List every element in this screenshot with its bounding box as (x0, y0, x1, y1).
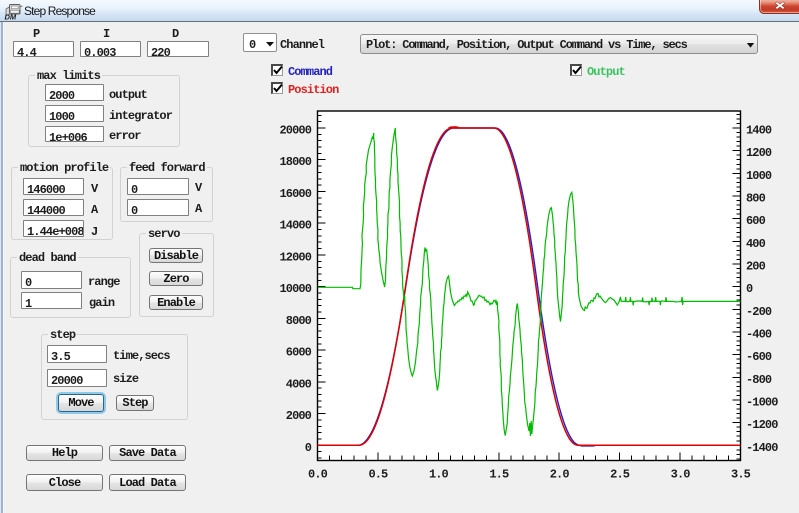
svg-text:18000: 18000 (279, 155, 311, 169)
svg-text:-1400: -1400 (746, 441, 778, 455)
svg-text:1.0: 1.0 (429, 468, 449, 482)
svg-text:6000: 6000 (286, 346, 312, 360)
svg-text:-1000: -1000 (746, 396, 778, 410)
svg-text:800: 800 (746, 192, 766, 206)
svg-text:200: 200 (746, 260, 766, 274)
svg-text:0: 0 (746, 282, 753, 296)
svg-text:20000: 20000 (279, 124, 311, 138)
svg-text:12000: 12000 (279, 250, 311, 264)
svg-text:0: 0 (305, 441, 312, 455)
svg-text:1000: 1000 (746, 169, 772, 183)
svg-text:3.0: 3.0 (671, 468, 691, 482)
svg-text:-800: -800 (746, 373, 772, 387)
svg-text:600: 600 (746, 214, 766, 228)
svg-text:1200: 1200 (746, 146, 772, 160)
svg-text:8000: 8000 (286, 314, 312, 328)
svg-text:-600: -600 (746, 350, 772, 364)
svg-text:2.5: 2.5 (610, 468, 630, 482)
svg-text:DM: DM (5, 13, 17, 21)
svg-text:2.0: 2.0 (550, 468, 570, 482)
svg-text:16000: 16000 (279, 187, 311, 201)
svg-text:400: 400 (746, 237, 766, 251)
svg-text:-200: -200 (746, 305, 772, 319)
svg-text:2000: 2000 (286, 409, 312, 423)
svg-text:-400: -400 (746, 328, 772, 342)
svg-text:14000: 14000 (279, 219, 311, 233)
svg-text:1.5: 1.5 (489, 468, 509, 482)
svg-text:-1200: -1200 (746, 418, 778, 432)
svg-text:0.0: 0.0 (308, 468, 328, 482)
svg-text:3.5: 3.5 (731, 468, 751, 482)
svg-text:1400: 1400 (746, 124, 772, 138)
svg-text:4000: 4000 (286, 377, 312, 391)
svg-text:0.5: 0.5 (368, 468, 388, 482)
svg-text:10000: 10000 (279, 282, 311, 296)
